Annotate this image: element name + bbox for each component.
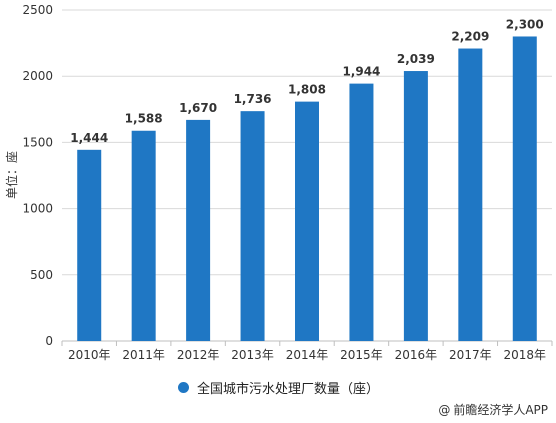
bar: [349, 83, 374, 341]
bar: [131, 130, 156, 341]
y-tick-label: 2500: [22, 3, 53, 17]
data-label: 2,209: [451, 30, 489, 44]
x-tick-label: 2014年: [286, 348, 329, 362]
credit-text: 前瞻经济学人APP: [453, 403, 548, 417]
y-tick-label: 2000: [22, 69, 53, 83]
x-axis-ticks: 2010年 2011年 2012年 2013年 2014年 2015年 2016年 2017年…: [61, 341, 553, 362]
x-tick-label: 2011年: [122, 348, 165, 362]
data-label: 2,039: [397, 52, 435, 66]
bar: [240, 111, 265, 342]
bars: [77, 36, 537, 342]
data-label: 1,808: [288, 83, 326, 97]
data-label: 1,588: [125, 112, 163, 126]
y-tick-label: 500: [30, 268, 53, 282]
x-tick-label: 2016年: [395, 348, 438, 362]
bar: [403, 71, 428, 341]
data-label: 1,444: [70, 131, 108, 145]
data-label: 1,670: [179, 101, 217, 115]
y-tick-label: 1500: [22, 135, 53, 149]
legend-marker: [178, 382, 189, 393]
x-tick-label: 2018年: [504, 348, 547, 362]
data-label: 1,736: [234, 92, 272, 106]
bar: [512, 36, 537, 341]
legend-label: 全国城市污水处理厂数量（座）: [197, 382, 380, 397]
x-tick-label: 2012年: [177, 348, 220, 362]
at-symbol: @: [438, 402, 451, 417]
data-label: 2,300: [506, 17, 544, 31]
x-tick-label: 2015年: [340, 348, 383, 362]
bar: [77, 149, 102, 341]
y-tick-label: 0: [45, 334, 53, 348]
y-tick-label: 1000: [22, 202, 53, 216]
y-axis-label: 单位：座: [4, 151, 19, 199]
legend: 全国城市污水处理厂数量（座）: [178, 378, 379, 397]
bar: [458, 48, 483, 341]
source-credit: @ 前瞻经济学人APP: [438, 401, 548, 418]
x-tick-label: 2017年: [449, 348, 492, 362]
value-labels: 1,444 1,588 1,670 1,736 1,808 1,944 2,039 2,209…: [70, 17, 544, 144]
x-tick-label: 2013年: [231, 348, 274, 362]
y-axis-ticks: 0 500 1000 1500 2000 2500: [22, 3, 53, 348]
data-label: 1,944: [342, 65, 380, 79]
bar: [186, 119, 211, 341]
x-tick-label: 2010年: [68, 348, 111, 362]
bar: [295, 101, 319, 342]
